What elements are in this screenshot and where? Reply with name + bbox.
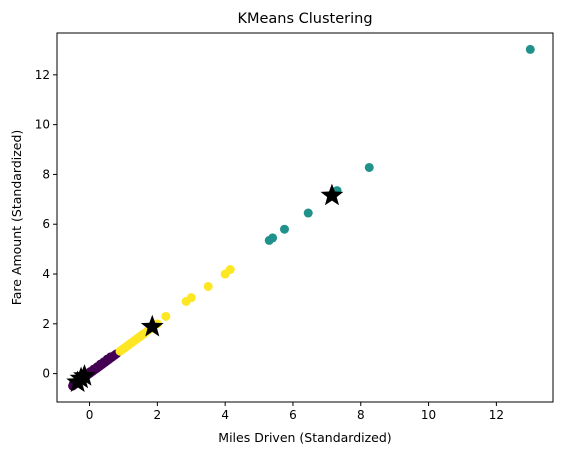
point-cluster-1-3	[303, 208, 313, 218]
point-cluster-0-38	[106, 352, 116, 362]
point-cluster-1-2	[279, 224, 289, 234]
centroid-marker-2	[73, 364, 96, 386]
centroid-marker-4	[320, 183, 344, 206]
point-cluster-1-1	[268, 233, 278, 243]
point-cluster-1-5	[364, 162, 374, 172]
point-cluster-2-21	[203, 281, 213, 291]
plot-area	[66, 44, 535, 393]
x-tick-label-10: 10	[421, 408, 436, 422]
y-tick-label-6: 6	[42, 217, 50, 231]
point-cluster-2-20	[186, 293, 196, 303]
centroid-marker-3	[140, 314, 164, 337]
x-tick-label-2: 2	[154, 408, 162, 422]
point-cluster-2-23	[225, 265, 235, 275]
x-tick-label-0: 0	[86, 408, 94, 422]
y-axis: 0 2 4 6 8 10 12	[35, 68, 57, 381]
point-cluster-1-6	[525, 44, 535, 54]
y-tick-label-8: 8	[42, 167, 50, 181]
x-axis: 0 2 4 6 8 10 12	[86, 402, 504, 422]
x-tick-label-8: 8	[357, 408, 365, 422]
y-tick-label-10: 10	[35, 118, 50, 132]
chart-title: KMeans Clustering	[237, 11, 372, 27]
axes-frame	[56, 32, 554, 403]
x-tick-label-6: 6	[289, 408, 297, 422]
y-tick-label-2: 2	[42, 317, 50, 331]
y-tick-label-12: 12	[35, 68, 50, 82]
x-tick-label-4: 4	[221, 408, 229, 422]
y-tick-label-4: 4	[42, 267, 50, 281]
y-axis-label: Fare Amount (Standardized)	[9, 130, 24, 306]
point-cluster-2-18	[161, 311, 171, 321]
x-tick-label-12: 12	[489, 408, 504, 422]
x-axis-label: Miles Driven (Standardized)	[218, 430, 391, 445]
y-tick-label-0: 0	[42, 367, 50, 381]
